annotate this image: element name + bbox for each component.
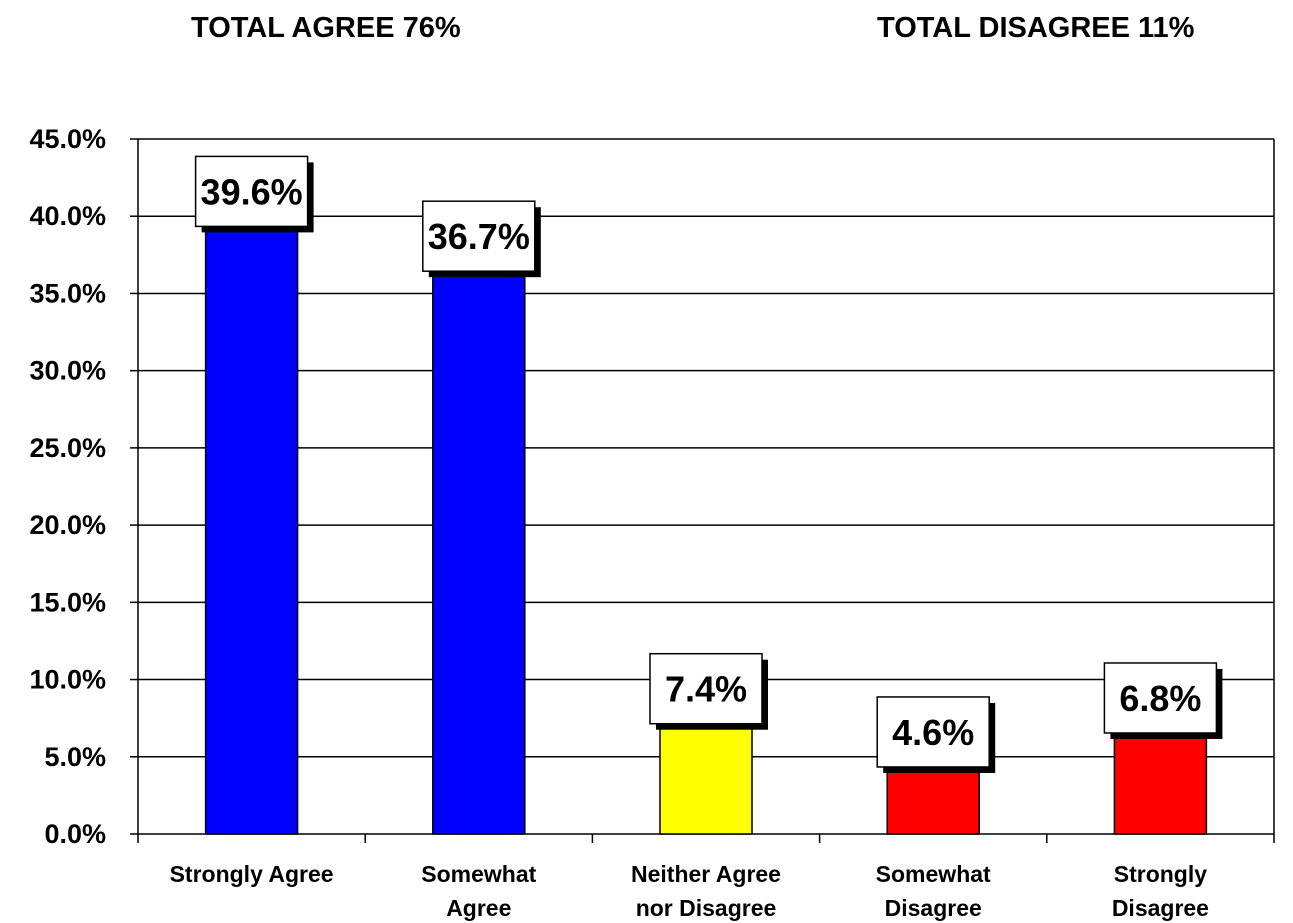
- data-label: 36.7%: [428, 216, 530, 257]
- data-label-box: [876, 696, 990, 768]
- x-axis-category-labels: Strongly Agree Somewhat Agree Neither Agree…: [170, 861, 1209, 921]
- data-label-box: [649, 652, 763, 725]
- data-labels: 39.6% 36.7% 7.4% 4.6% 6.8%: [194, 155, 1223, 773]
- y-tick-label: 20.0%: [29, 510, 106, 540]
- y-tick-label: 40.0%: [29, 201, 106, 231]
- y-tick-label: 5.0%: [44, 742, 106, 772]
- bar: [1113, 728, 1208, 835]
- bar: [432, 266, 526, 835]
- data-label: 39.6%: [201, 171, 303, 212]
- total-disagree-headline: TOTAL DISAGREE 11%: [877, 12, 1195, 44]
- y-tick-label: 35.0%: [29, 278, 106, 308]
- gridlines: [138, 138, 1274, 758]
- data-label-box: [194, 155, 309, 228]
- y-tick-label: 25.0%: [29, 433, 106, 463]
- category-label: Somewhat: [876, 861, 991, 887]
- bar: [659, 718, 753, 835]
- category-label: nor Disagree: [636, 895, 777, 921]
- y-tick-label: 10.0%: [29, 665, 106, 695]
- data-label: 4.6%: [892, 712, 974, 753]
- data-label-box: [1103, 662, 1218, 734]
- y-tick-label: 15.0%: [29, 587, 106, 617]
- bar: [886, 762, 980, 835]
- y-tick-label: 30.0%: [29, 356, 106, 386]
- y-tick-label: 45.0%: [29, 124, 106, 154]
- data-label-box: [422, 200, 536, 272]
- category-label: Strongly: [1114, 861, 1207, 887]
- category-label: Somewhat: [421, 861, 536, 887]
- y-tick-label: 0.0%: [44, 819, 106, 849]
- bars: [204, 221, 1208, 835]
- category-label: Disagree: [885, 895, 982, 921]
- category-label: Strongly Agree: [170, 861, 334, 887]
- bar: [204, 221, 299, 835]
- category-label: Agree: [446, 895, 511, 921]
- data-label: 6.8%: [1119, 678, 1201, 719]
- category-label: Neither Agree: [631, 861, 781, 887]
- total-agree-headline: TOTAL AGREE 76%: [191, 12, 461, 44]
- y-axis-tick-labels: 0.0% 5.0% 10.0% 15.0% 20.0% 25.0% 30.0% 35.0% 40…: [29, 124, 106, 849]
- data-label: 7.4%: [665, 669, 747, 710]
- category-label: Disagree: [1112, 895, 1209, 921]
